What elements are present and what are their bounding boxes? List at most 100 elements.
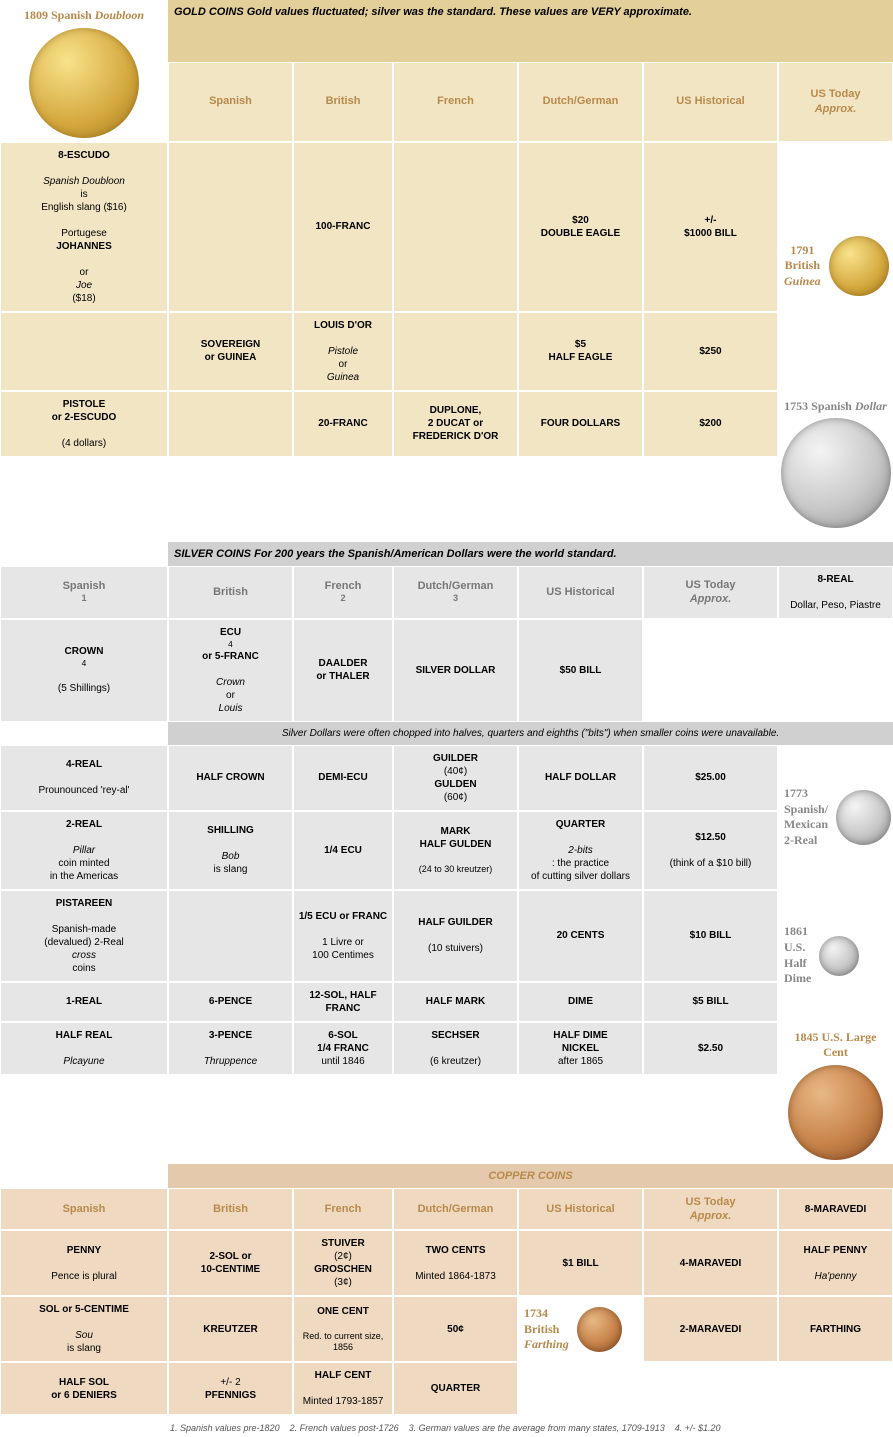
silver-r0c1: CROWN4(5 Shillings) (0, 619, 168, 722)
gold-section-header: GOLD COINS Gold values fluctuated; silve… (168, 0, 893, 62)
gold-r0c5: +/-$1000 BILL (643, 142, 778, 312)
copper-col-3: Dutch/German (393, 1188, 518, 1231)
silver-r0c5: $50 BILL (518, 619, 643, 722)
silver-r5c3: SECHSER(6 kreutzer) (393, 1022, 518, 1075)
silver-r5c5: $2.50 (643, 1022, 778, 1075)
silver-r5c4: HALF DIMENICKEL after 1865 (518, 1022, 643, 1075)
coin-image (836, 790, 891, 845)
silver-r1c1: HALF CROWN (168, 745, 293, 811)
coin-2real: 1773Spanish/Mexican2-Real (778, 745, 893, 890)
silver-r3c1 (168, 890, 293, 982)
silver-r4c1: 6-PENCE (168, 982, 293, 1022)
silver-r4c4: DIME (518, 982, 643, 1022)
silver-r2c4: QUARTER2-bits: the practiceof cutting si… (518, 811, 643, 890)
coin-half-dime: 1861U.S.HalfDime (778, 890, 893, 1022)
coin-image (577, 1307, 622, 1352)
coin-label: 1861U.S.HalfDime (780, 920, 815, 990)
coin-image (819, 936, 859, 976)
coin-image (829, 236, 889, 296)
silver-col-0: Spanish1 (0, 566, 168, 619)
silver-r3c0: PISTAREENSpanish-made(devalued) 2-Realcr… (0, 890, 168, 982)
copper-r2c0: 2-MARAVEDI (643, 1296, 778, 1362)
copper-r0c4: TWO CENTSMinted 1864-1873 (393, 1230, 518, 1296)
coin-label: 1734BritishFarthing (520, 1302, 573, 1357)
silver-r1c2: DEMI-ECU (293, 745, 393, 811)
copper-r2c5: QUARTER (393, 1362, 518, 1415)
copper-r1c3: KREUTZER (168, 1296, 293, 1362)
gold-r2c0: PISTOLEor 2-ESCUDO(4 dollars) (0, 391, 168, 457)
copper-r0c3: STUIVER (2¢)GROSCHEN (3¢) (293, 1230, 393, 1296)
silver-r0c4: SILVER DOLLAR (393, 619, 518, 722)
coin-label: 1809 Spanish Doubloon (20, 4, 148, 28)
coin-image (788, 1065, 883, 1160)
footnotes: 1. Spanish values pre-1820 2. French val… (0, 1415, 893, 1437)
copper-r2c1: FARTHING (778, 1296, 893, 1362)
copper-col-0: Spanish (0, 1188, 168, 1231)
gold-r0c0: 8-ESCUDOSpanish Doubloon isEnglish slang… (0, 142, 168, 312)
silver-r3c5: $10 BILL (643, 890, 778, 982)
copper-r1c1: HALF PENNYHa'penny (778, 1230, 893, 1296)
gold-col-3: Dutch/German (518, 62, 643, 142)
silver-r5c2: 6-SOL1/4 FRANC until 1846 (293, 1022, 393, 1075)
coin-guinea: 1791BritishGuinea (778, 142, 893, 391)
silver-r4c3: HALF MARK (393, 982, 518, 1022)
silver-r1c0: 4-REALProunounced 'rey-al' (0, 745, 168, 811)
silver-col-3: Dutch/German3 (393, 566, 518, 619)
silver-col-2: French2 (293, 566, 393, 619)
gold-r0c4: $20DOUBLE EAGLE (518, 142, 643, 312)
copper-r2c4: HALF CENTMinted 1793-1857 (293, 1362, 393, 1415)
silver-r0c2: ECU4 or 5-FRANCCrown or Louis (168, 619, 293, 722)
copper-r0c1: PENNYPence is plural (0, 1230, 168, 1296)
copper-r1c2: SOL or 5-CENTIMESou is slang (0, 1296, 168, 1362)
silver-r1c3: GUILDER (40¢)GULDEN (60¢) (393, 745, 518, 811)
silver-r3c2: 1/5 ECU or FRANC1 Livre or100 Centimes (293, 890, 393, 982)
copper-r1c0: 4-MARAVEDI (643, 1230, 778, 1296)
silver-col-5: US Today Approx. (643, 566, 778, 619)
gold-r2c2: 20-FRANC (293, 391, 393, 457)
gold-r2c3: DUPLONE,2 DUCAT orFREDERICK D'OR (393, 391, 518, 457)
silver-r3c4: 20 CENTS (518, 890, 643, 982)
copper-r1c4: ONE CENTRed. to current size, 1856 (293, 1296, 393, 1362)
silver-r1c4: HALF DOLLAR (518, 745, 643, 811)
silver-note: Silver Dollars were often chopped into h… (168, 722, 893, 745)
silver-r0c3: DAALDERor THALER (293, 619, 393, 722)
copper-r2c3: +/- 2PFENNIGS (168, 1362, 293, 1415)
coin-doubloon: 1809 Spanish Doubloon (0, 0, 168, 142)
silver-r2c5: $12.50(think of a $10 bill) (643, 811, 778, 890)
silver-r5c0: HALF REALPlcayune (0, 1022, 168, 1075)
copper-r0c2: 2-SOL or10-CENTIME (168, 1230, 293, 1296)
gold-r1c4: $5HALF EAGLE (518, 312, 643, 391)
coin-spanish-dollar: 1753 Spanish Dollar (778, 391, 893, 542)
silver-r2c0: 2-REALPillar coin mintedin the Americas (0, 811, 168, 890)
gold-r1c1: SOVEREIGNor GUINEA (168, 312, 293, 391)
copper-r0c0: 8-MARAVEDI (778, 1188, 893, 1231)
gold-col-4: US Historical (643, 62, 778, 142)
gold-r0c1 (168, 142, 293, 312)
copper-col-5: US Today Approx. (643, 1188, 778, 1231)
gold-r1c5: $250 (643, 312, 778, 391)
coin-label: 1845 U.S. Large Cent (780, 1026, 891, 1065)
coin-farthing: 1734BritishFarthing (518, 1296, 643, 1362)
gold-r1c3 (393, 312, 518, 391)
copper-col-1: British (168, 1188, 293, 1231)
gold-r2c5: $200 (643, 391, 778, 457)
gold-r1c2: LOUIS D'ORPistole or Guinea (293, 312, 393, 391)
silver-r1c5: $25.00 (643, 745, 778, 811)
coin-label: 1791BritishGuinea (780, 239, 825, 294)
silver-r2c3: MARKHALF GULDEN(24 to 30 kreutzer) (393, 811, 518, 890)
silver-r4c2: 12-SOL, HALF FRANC (293, 982, 393, 1022)
copper-col-4: US Historical (518, 1188, 643, 1231)
silver-r0c0: 8-REALDollar, Peso, Piastre (778, 566, 893, 619)
gold-col-1: British (293, 62, 393, 142)
copper-section-header: COPPER COINS (168, 1164, 893, 1188)
silver-section-header: SILVER COINS For 200 years the Spanish/A… (168, 542, 893, 566)
coin-label: 1773Spanish/Mexican2-Real (780, 782, 832, 852)
coin-label: 1753 Spanish Dollar (780, 395, 891, 419)
gold-r2c4: FOUR DOLLARS (518, 391, 643, 457)
copper-r1c5: 50¢ (393, 1296, 518, 1362)
silver-r3c3: HALF GUILDER(10 stuivers) (393, 890, 518, 982)
gold-col-5: US Today Approx. (778, 62, 893, 142)
coin-large-cent: 1845 U.S. Large Cent (778, 1022, 893, 1164)
copper-r0c5: $1 BILL (518, 1230, 643, 1296)
silver-r4c5: $5 BILL (643, 982, 778, 1022)
